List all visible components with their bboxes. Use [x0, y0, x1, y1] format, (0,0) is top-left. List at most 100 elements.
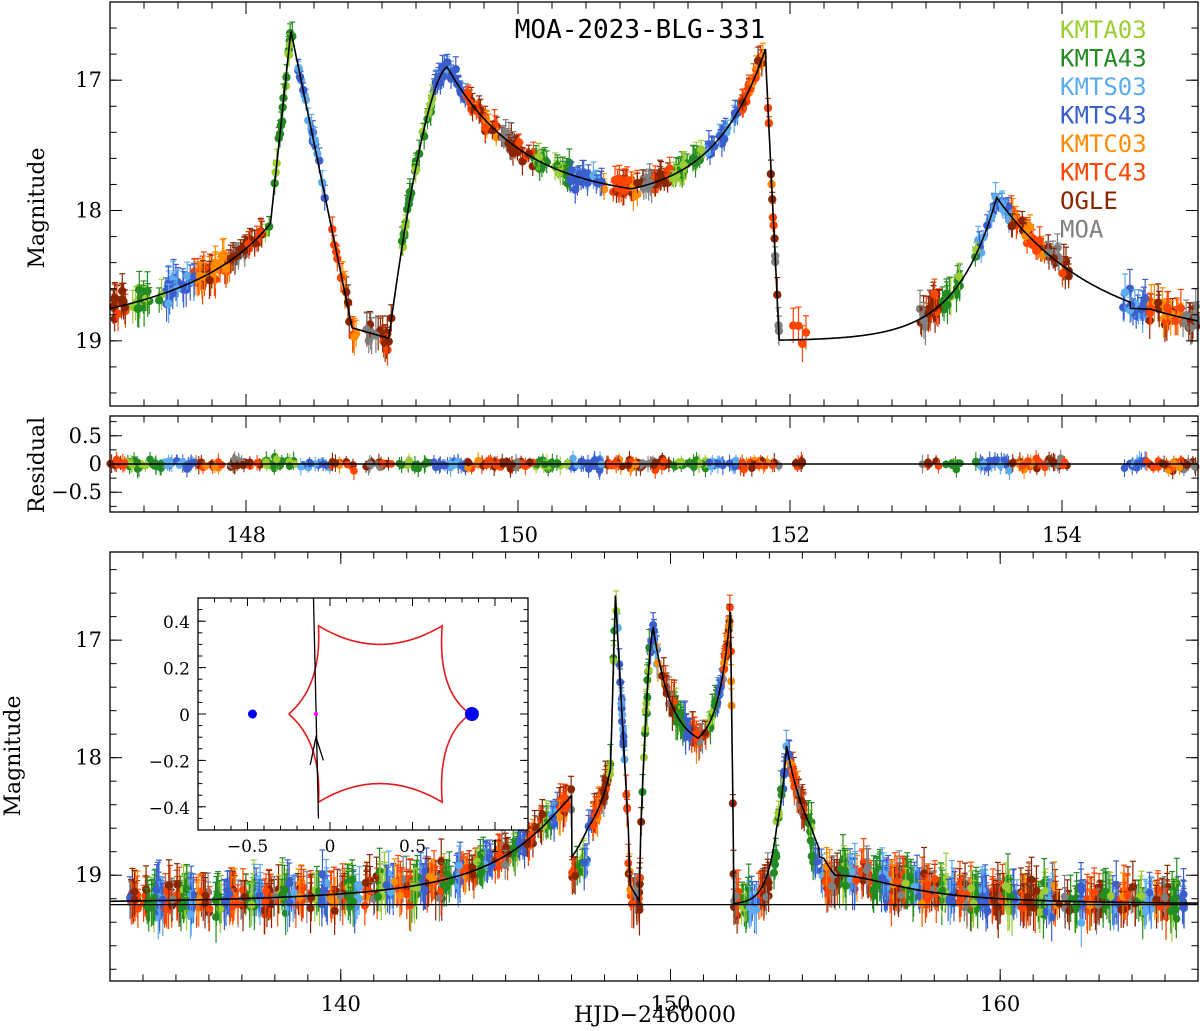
- point-marker: [705, 458, 714, 467]
- point-marker: [464, 458, 473, 467]
- point-marker: [383, 345, 392, 355]
- point-marker: [350, 467, 358, 475]
- point-marker: [112, 455, 121, 464]
- point-marker: [798, 339, 807, 349]
- point-marker: [451, 65, 460, 74]
- point-marker: [607, 461, 616, 470]
- point-marker: [322, 461, 330, 469]
- top-y-tick-label: 19: [75, 329, 102, 353]
- point-marker: [378, 459, 387, 468]
- point-marker: [480, 123, 490, 132]
- point-marker: [253, 459, 261, 467]
- point-marker: [740, 465, 748, 474]
- residual-point: [1049, 452, 1058, 472]
- residual-x-tick-label: 154: [1042, 523, 1082, 547]
- residual-panel: 148 150 152 154 0.5 0 −0.5: [51, 415, 1200, 547]
- point-marker: [1158, 459, 1166, 468]
- point-marker: [930, 289, 939, 299]
- point-marker: [143, 287, 152, 296]
- point-marker: [789, 321, 798, 330]
- point-marker: [768, 461, 777, 470]
- point-marker: [748, 464, 756, 473]
- point-marker: [1171, 316, 1180, 326]
- point-marker: [725, 459, 734, 468]
- point-marker: [350, 332, 359, 342]
- residual-point: [397, 456, 406, 473]
- point-marker: [1008, 459, 1017, 467]
- point-marker: [117, 295, 127, 304]
- data-point: [789, 307, 798, 343]
- point-marker: [738, 459, 746, 467]
- point-marker: [547, 458, 556, 467]
- point-marker: [133, 304, 142, 313]
- point-marker: [669, 461, 678, 469]
- point-marker: [754, 461, 763, 470]
- point-marker: [154, 296, 164, 305]
- residual-x-tick-label: 152: [770, 523, 810, 547]
- point-marker: [1163, 303, 1172, 312]
- point-marker: [218, 253, 227, 262]
- residual-y-tick-label: 0.5: [69, 424, 102, 448]
- point-marker: [1005, 466, 1014, 475]
- point-marker: [110, 293, 120, 303]
- residual-point: [297, 458, 305, 476]
- point-marker: [205, 275, 214, 285]
- point-marker: [649, 461, 658, 470]
- point-marker: [508, 149, 518, 158]
- point-marker: [164, 299, 173, 308]
- point-marker: [1120, 288, 1130, 297]
- point-marker: [1149, 463, 1158, 472]
- point-marker: [690, 458, 698, 467]
- point-marker: [397, 460, 406, 469]
- residual-point: [705, 458, 714, 467]
- point-marker: [182, 461, 191, 470]
- point-marker: [508, 461, 516, 469]
- residual-point: [690, 458, 698, 467]
- top-y-tick-label: 18: [75, 199, 102, 223]
- residual-point: [607, 461, 616, 470]
- point-marker: [525, 458, 534, 467]
- point-marker: [1008, 221, 1017, 230]
- point-marker: [996, 461, 1005, 470]
- point-marker: [1186, 323, 1195, 333]
- residual-y-tick-label: −0.5: [51, 480, 102, 504]
- point-marker: [514, 138, 524, 147]
- point-marker: [624, 461, 632, 470]
- residual-x-tick-label: 150: [498, 523, 538, 547]
- point-marker: [141, 462, 150, 470]
- residual-y-tick-label: 0: [89, 452, 102, 476]
- point-marker: [202, 461, 210, 470]
- top-y-tick-label: 17: [75, 68, 102, 92]
- residual-x-tick-label: 148: [226, 523, 266, 547]
- residual-point: [948, 461, 956, 469]
- point-marker: [233, 461, 241, 470]
- point-marker: [1029, 241, 1038, 250]
- residual-point: [182, 461, 191, 470]
- point-marker: [133, 458, 141, 466]
- point-marker: [518, 157, 527, 166]
- light-curve-zoom-panel: 17 18 19: [75, 1, 1200, 407]
- point-marker: [570, 185, 580, 194]
- point-marker: [1018, 461, 1027, 470]
- point-marker: [792, 459, 800, 467]
- point-marker: [1154, 298, 1163, 307]
- point-marker: [1061, 257, 1071, 266]
- point-marker: [414, 464, 423, 473]
- top-data-points: [109, 21, 1200, 366]
- point-marker: [272, 455, 281, 464]
- point-marker: [405, 456, 413, 465]
- point-marker: [696, 145, 706, 154]
- point-marker: [584, 465, 593, 473]
- residual-point: [492, 461, 501, 469]
- point-marker: [801, 328, 811, 337]
- point-marker: [622, 176, 632, 185]
- point-marker: [135, 285, 144, 294]
- point-marker: [488, 126, 497, 135]
- point-marker: [610, 175, 620, 185]
- point-marker: [1176, 303, 1186, 313]
- data-point: [488, 120, 497, 140]
- point-marker: [457, 461, 465, 470]
- point-marker: [492, 461, 501, 469]
- residual-point: [202, 461, 210, 470]
